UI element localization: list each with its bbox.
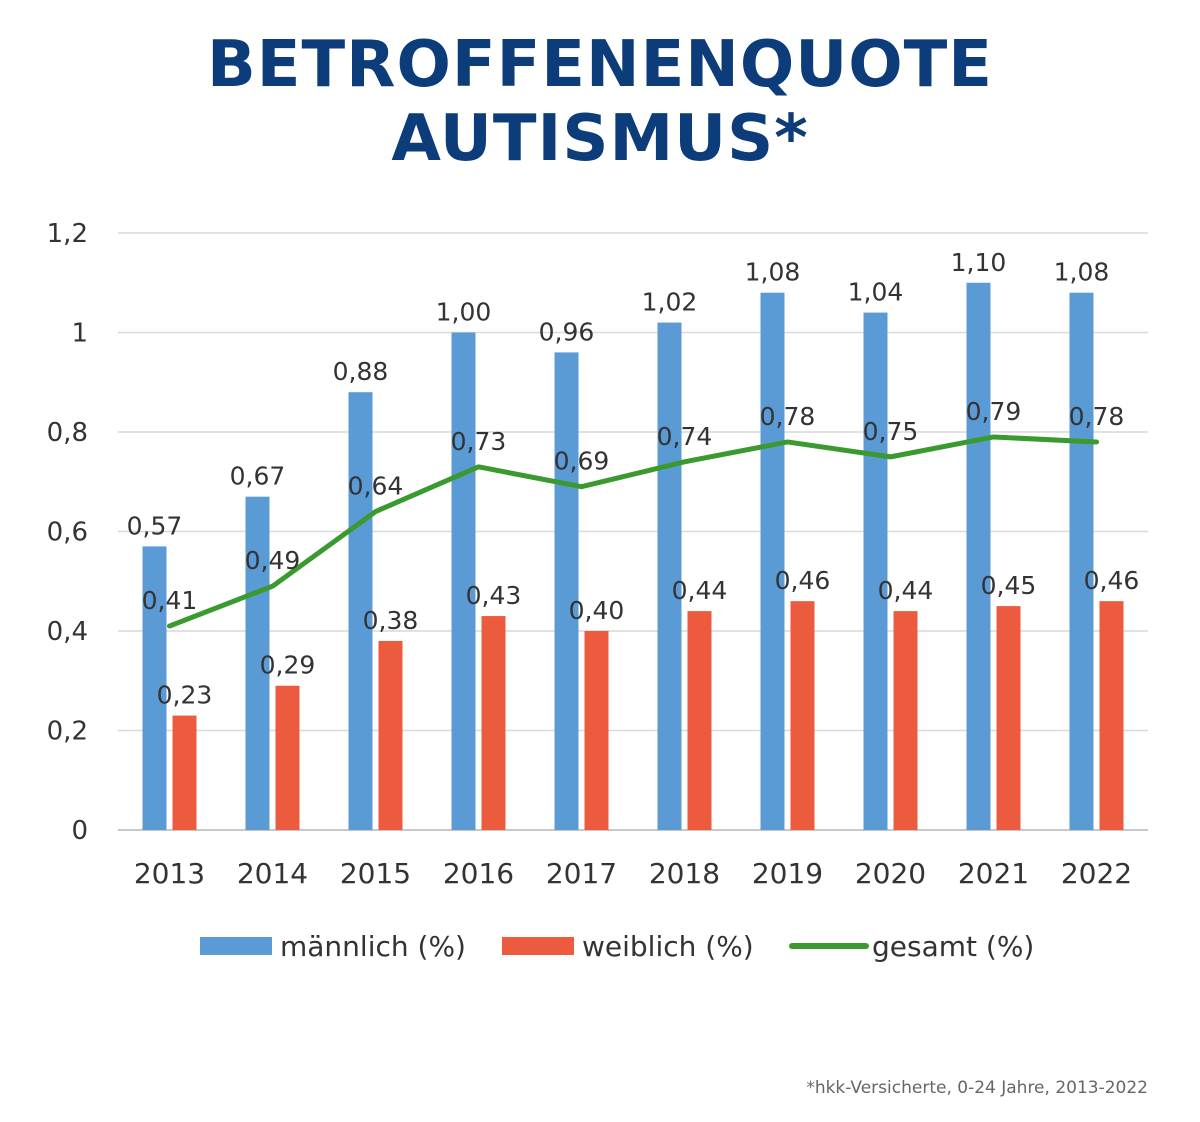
bar-weiblich xyxy=(893,611,918,830)
data-label-maennlich: 0,88 xyxy=(333,357,389,386)
data-label-weiblich: 0,43 xyxy=(466,581,522,610)
bar-maennlich xyxy=(863,312,888,831)
data-label-weiblich: 0,29 xyxy=(260,651,316,680)
data-label-gesamt: 0,78 xyxy=(1069,402,1125,431)
x-tick-label: 2022 xyxy=(1061,857,1132,890)
legend-swatch xyxy=(200,937,272,955)
x-tick-label: 2014 xyxy=(237,857,308,890)
data-label-gesamt: 0,75 xyxy=(863,417,919,446)
bar-maennlich xyxy=(451,332,476,830)
x-tick-label: 2019 xyxy=(752,857,823,890)
chart-title: BETROFFENENQUOTE AUTISMUS* xyxy=(207,28,993,176)
y-tick-label: 0,4 xyxy=(47,617,88,647)
bar-weiblich xyxy=(275,685,300,830)
bar-maennlich xyxy=(657,322,682,830)
bar-maennlich xyxy=(966,282,991,830)
line-gesamt xyxy=(167,434,1099,629)
data-label-maennlich: 0,57 xyxy=(127,511,183,540)
x-tick-label: 2020 xyxy=(855,857,926,890)
footnote: *hkk-Versicherte, 0-24 Jahre, 2013-2022 xyxy=(806,1078,1148,1098)
data-label-maennlich: 1,08 xyxy=(1054,258,1110,287)
x-tick-label: 2017 xyxy=(546,857,617,890)
data-label-gesamt: 0,73 xyxy=(451,427,507,456)
bar-weiblich xyxy=(996,606,1021,830)
legend-label: männlich (%) xyxy=(280,930,466,963)
data-label-maennlich: 1,04 xyxy=(848,278,904,307)
legend-label: weiblich (%) xyxy=(582,930,754,963)
data-label-maennlich: 1,00 xyxy=(436,298,492,327)
bar-maennlich xyxy=(760,292,785,830)
y-tick-label: 1,2 xyxy=(47,219,88,249)
data-label-weiblich: 0,45 xyxy=(981,571,1037,600)
x-tick-label: 2015 xyxy=(340,857,411,890)
x-tick-label: 2018 xyxy=(649,857,720,890)
data-label-gesamt: 0,74 xyxy=(657,422,713,451)
data-label-gesamt: 0,41 xyxy=(142,586,198,615)
data-label-maennlich: 0,67 xyxy=(230,462,286,491)
bar-weiblich xyxy=(1099,601,1124,830)
data-label-weiblich: 0,23 xyxy=(157,681,213,710)
bar-weiblich xyxy=(481,616,506,830)
data-labels: 0,57 0,23 0,67 0,29 0,88 0,38 1,00 0,43 0,96 0,40… xyxy=(127,248,1140,710)
data-label-weiblich: 0,46 xyxy=(1084,566,1140,595)
x-tick-label: 2016 xyxy=(443,857,514,890)
y-axis-ticks: 0 0,2 0,4 0,6 0,8 1 1,2 xyxy=(47,219,88,846)
gridlines xyxy=(118,232,1148,831)
y-tick-label: 0,8 xyxy=(47,418,88,448)
bar-maennlich xyxy=(554,352,579,830)
y-tick-label: 0 xyxy=(71,816,88,846)
data-label-gesamt: 0,79 xyxy=(966,397,1022,426)
data-label-weiblich: 0,44 xyxy=(672,576,728,605)
y-tick-label: 0,2 xyxy=(47,717,88,747)
data-label-gesamt: 0,69 xyxy=(554,447,610,476)
bar-weiblich xyxy=(687,611,712,830)
total-line xyxy=(167,434,1099,629)
legend: männlich (%) weiblich (%) gesamt (%) xyxy=(200,930,1034,963)
legend-swatch xyxy=(502,937,574,955)
bar-maennlich xyxy=(348,392,373,830)
legend-label: gesamt (%) xyxy=(872,930,1034,963)
bar-weiblich xyxy=(172,715,197,830)
data-label-maennlich: 0,96 xyxy=(539,317,595,346)
bar-maennlich xyxy=(142,546,167,830)
data-label-weiblich: 0,38 xyxy=(363,606,419,635)
data-label-maennlich: 1,10 xyxy=(951,248,1007,277)
bars xyxy=(142,282,1124,831)
bar-maennlich xyxy=(1069,292,1094,830)
y-tick-label: 1 xyxy=(71,319,88,349)
bar-weiblich xyxy=(378,640,403,830)
bar-maennlich xyxy=(245,496,270,830)
data-label-maennlich: 1,08 xyxy=(745,258,801,287)
data-label-gesamt: 0,78 xyxy=(760,402,816,431)
x-tick-label: 2021 xyxy=(958,857,1029,890)
data-label-gesamt: 0,64 xyxy=(348,472,404,501)
bar-weiblich xyxy=(790,601,815,830)
data-label-maennlich: 1,02 xyxy=(642,288,698,317)
y-tick-label: 0,6 xyxy=(47,518,88,548)
data-label-weiblich: 0,44 xyxy=(878,576,934,605)
x-tick-label: 2013 xyxy=(134,857,205,890)
x-axis-ticks: 2013 2014 2015 2016 2017 2018 2019 2020 2021 2022 xyxy=(134,857,1132,890)
data-label-weiblich: 0,46 xyxy=(775,566,831,595)
bar-weiblich xyxy=(584,631,609,830)
data-label-weiblich: 0,40 xyxy=(569,596,625,625)
data-label-gesamt: 0,49 xyxy=(245,546,301,575)
